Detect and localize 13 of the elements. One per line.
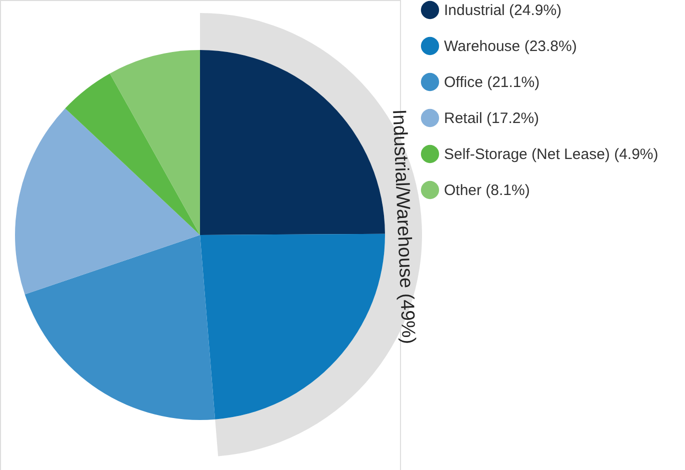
pie-slice	[110, 50, 200, 235]
pie-slice	[200, 50, 385, 235]
pie-slice	[15, 108, 200, 294]
pie-slice	[24, 235, 216, 420]
pie-slice	[200, 234, 385, 420]
pie-slice	[65, 73, 200, 235]
legend-label: Self-Storage (Net Lease) (4.9%)	[444, 146, 658, 163]
legend-label: Warehouse (23.8%)	[444, 38, 577, 55]
legend-label: Retail (17.2%)	[444, 110, 540, 127]
legend-label: Industrial (24.9%)	[444, 2, 562, 19]
legend-label: Office (21.1%)	[444, 74, 540, 91]
text: Industrial/Warehouse (49%)	[388, 108, 419, 344]
legend-label: Other (8.1%)	[444, 182, 530, 199]
